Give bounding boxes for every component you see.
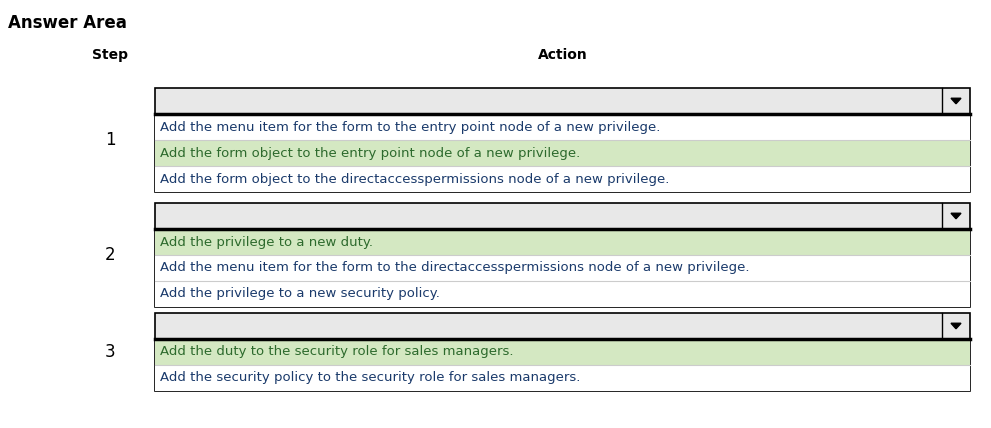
Bar <box>155 313 970 339</box>
Text: Add the privilege to a new security policy.: Add the privilege to a new security poli… <box>160 288 440 300</box>
Bar <box>155 88 970 114</box>
Text: 1: 1 <box>105 131 115 149</box>
Bar <box>155 339 970 365</box>
Text: Add the duty to the security role for sales managers.: Add the duty to the security role for sa… <box>160 345 513 359</box>
Text: Action: Action <box>538 48 588 62</box>
Polygon shape <box>951 323 961 329</box>
Bar <box>155 365 970 391</box>
Polygon shape <box>951 98 961 104</box>
Text: Add the security policy to the security role for sales managers.: Add the security policy to the security … <box>160 372 581 384</box>
Bar <box>155 203 970 229</box>
Text: Add the menu item for the form to the entry point node of a new privilege.: Add the menu item for the form to the en… <box>160 121 660 134</box>
Text: Add the form object to the entry point node of a new privilege.: Add the form object to the entry point n… <box>160 146 581 160</box>
Polygon shape <box>951 213 961 219</box>
Text: 3: 3 <box>105 343 115 361</box>
Bar <box>155 140 970 166</box>
Text: 2: 2 <box>105 246 115 264</box>
Bar <box>155 281 970 307</box>
Bar <box>155 88 970 192</box>
Bar <box>155 166 970 192</box>
Text: Answer Area: Answer Area <box>8 14 127 32</box>
Bar <box>155 203 970 307</box>
Text: Add the privilege to a new duty.: Add the privilege to a new duty. <box>160 235 373 249</box>
Bar <box>155 229 970 255</box>
Text: Step: Step <box>92 48 128 62</box>
Bar <box>155 114 970 140</box>
Text: Add the menu item for the form to the directaccesspermissions node of a new priv: Add the menu item for the form to the di… <box>160 262 749 274</box>
Text: Add the form object to the directaccesspermissions node of a new privilege.: Add the form object to the directaccessp… <box>160 172 669 185</box>
Bar <box>155 255 970 281</box>
Bar <box>155 313 970 391</box>
